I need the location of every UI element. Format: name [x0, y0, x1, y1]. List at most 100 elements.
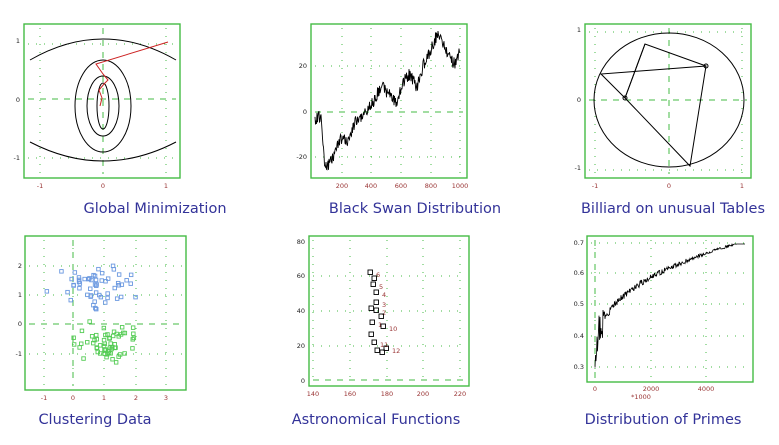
x-tick-label: 1	[164, 182, 168, 190]
cluster-b-point	[94, 345, 99, 350]
tile-global-minimization[interactable]: -1 0 1 1 0 -1 Global Minimization	[14, 20, 280, 220]
cluster-b-point	[118, 332, 124, 337]
x-tick-label: 200	[336, 182, 348, 190]
global-minimization-plot: -1 0 1 1 0 -1	[14, 23, 181, 190]
cluster-b-point	[110, 333, 116, 339]
y-tick-label: 0	[16, 96, 20, 104]
cluster-a-point	[44, 289, 50, 294]
cluster-b-point	[105, 332, 110, 337]
outer-ring	[74, 59, 132, 153]
cluster-a-point	[92, 299, 97, 304]
cluster-a-point	[133, 294, 138, 300]
cluster-a-point	[69, 276, 74, 282]
cluster-b-point	[94, 337, 99, 342]
tile-billiard-unusual-tables[interactable]: -1 0 1 1 0 -1 Billiard on unusual Tables	[565, 20, 779, 220]
object-marker	[369, 319, 375, 325]
x-tick-label: 1	[740, 182, 744, 190]
cluster-a-point	[82, 276, 87, 282]
x-unit-label: *1000	[631, 393, 651, 401]
y-tick-label: 1	[577, 26, 581, 34]
plot-frame	[24, 235, 187, 391]
y-tick-label: 0.4	[574, 332, 584, 340]
cluster-b-point	[131, 331, 136, 336]
x-tick-label: 2000	[643, 385, 660, 393]
y-tick-label: 0	[303, 108, 307, 116]
cluster-a-point	[88, 286, 93, 291]
cluster-a-point	[103, 300, 108, 305]
x-tick-label: 800	[425, 182, 437, 190]
cluster-a-point	[65, 289, 70, 295]
y-tick-label: 60	[297, 272, 305, 280]
plot-frame	[23, 23, 181, 179]
cluster-b-point	[85, 340, 90, 345]
cluster-b-point	[108, 341, 113, 346]
point-label: 5	[379, 283, 383, 291]
cluster-a-point	[111, 267, 117, 272]
cluster-b-point	[81, 356, 86, 361]
cluster-a-point	[91, 302, 96, 308]
y-tick-label: 0.7	[574, 239, 584, 247]
cluster-b-point	[122, 351, 127, 356]
cluster-a-point	[77, 286, 82, 291]
y-tick-label: -1	[14, 154, 20, 162]
y-tick-label: 40	[297, 307, 305, 315]
x-tick-label: 0	[101, 182, 105, 190]
caption-astronomical-functions: Astronomical Functions	[291, 412, 461, 428]
cluster-a-point	[110, 263, 116, 269]
cluster-a-point	[96, 266, 101, 272]
object-marker	[383, 345, 389, 351]
lower-contour-arc	[29, 141, 177, 162]
cluster-a-point	[94, 282, 99, 287]
tile-distribution-of-primes[interactable]: 0 2000 4000 *1000 0.7 0.6 0.5 0.4 0.3 Distributi…	[565, 232, 779, 432]
point-label: 12	[392, 347, 400, 355]
point-label: 10	[389, 325, 397, 333]
cluster-b-point	[71, 335, 76, 340]
y-tick-label: -1	[575, 164, 581, 172]
cluster-a-point	[93, 277, 99, 283]
point-label: 3	[382, 301, 386, 309]
cluster-a-point	[76, 275, 82, 280]
cluster-a-point	[128, 281, 133, 286]
point-label: 11	[380, 341, 388, 349]
x-tick-label: 400	[365, 182, 377, 190]
tile-astronomical-functions[interactable]: 6 5 4 3 2 1 10 11 12 140 160 180 200 220 80 60 40 20 0 Ast…	[285, 232, 545, 432]
x-tick-label: 200	[417, 390, 429, 398]
y-tick-label: 0.6	[574, 269, 584, 277]
cluster-a-point	[105, 291, 110, 296]
cluster-b-point	[119, 325, 125, 330]
y-tick-label: 20	[299, 62, 307, 70]
primes-plot: 0 2000 4000 *1000 0.7 0.6 0.5 0.4 0.3	[574, 235, 754, 401]
cluster-b-point	[89, 334, 95, 339]
cluster-b-point	[113, 360, 119, 365]
point-label: 4	[382, 291, 386, 299]
billiard-plot: -1 0 1 1 0 -1	[575, 23, 752, 190]
bounce-point	[703, 63, 709, 69]
cluster-a-point	[72, 270, 78, 275]
tile-black-swan-distribution[interactable]: 200 400 600 800 1000 20 0 -20 Black Swan Distri…	[285, 20, 545, 220]
object-marker	[370, 281, 376, 287]
cluster-a-point	[116, 272, 122, 277]
cluster-b-point	[79, 341, 84, 346]
cluster-b-point	[110, 357, 115, 362]
cluster-b-point	[97, 343, 103, 348]
plot-frame	[310, 23, 468, 179]
cluster-a-point	[124, 278, 129, 283]
prime-ratio-series	[594, 243, 745, 368]
plot-frame	[308, 235, 470, 387]
object-marker	[373, 289, 379, 295]
cluster-b-point	[130, 325, 136, 330]
cluster-b-point	[79, 328, 85, 334]
x-tick-label: 2	[134, 394, 138, 402]
cluster-b-point	[102, 351, 108, 357]
x-tick-label: 0	[593, 385, 597, 393]
y-tick-label: 1	[18, 291, 22, 299]
cluster-b-point	[98, 351, 103, 356]
object-marker	[368, 331, 374, 337]
caption-billiard-unusual-tables: Billiard on unusual Tables	[580, 201, 766, 217]
y-tick-label: 0	[301, 377, 305, 385]
cluster-a-point	[99, 270, 105, 276]
tile-clustering-data[interactable]: -1 0 1 2 3 2 1 0 -1 Clustering Data	[16, 232, 280, 432]
cluster-b-point	[107, 336, 112, 341]
object-marker	[378, 313, 384, 319]
